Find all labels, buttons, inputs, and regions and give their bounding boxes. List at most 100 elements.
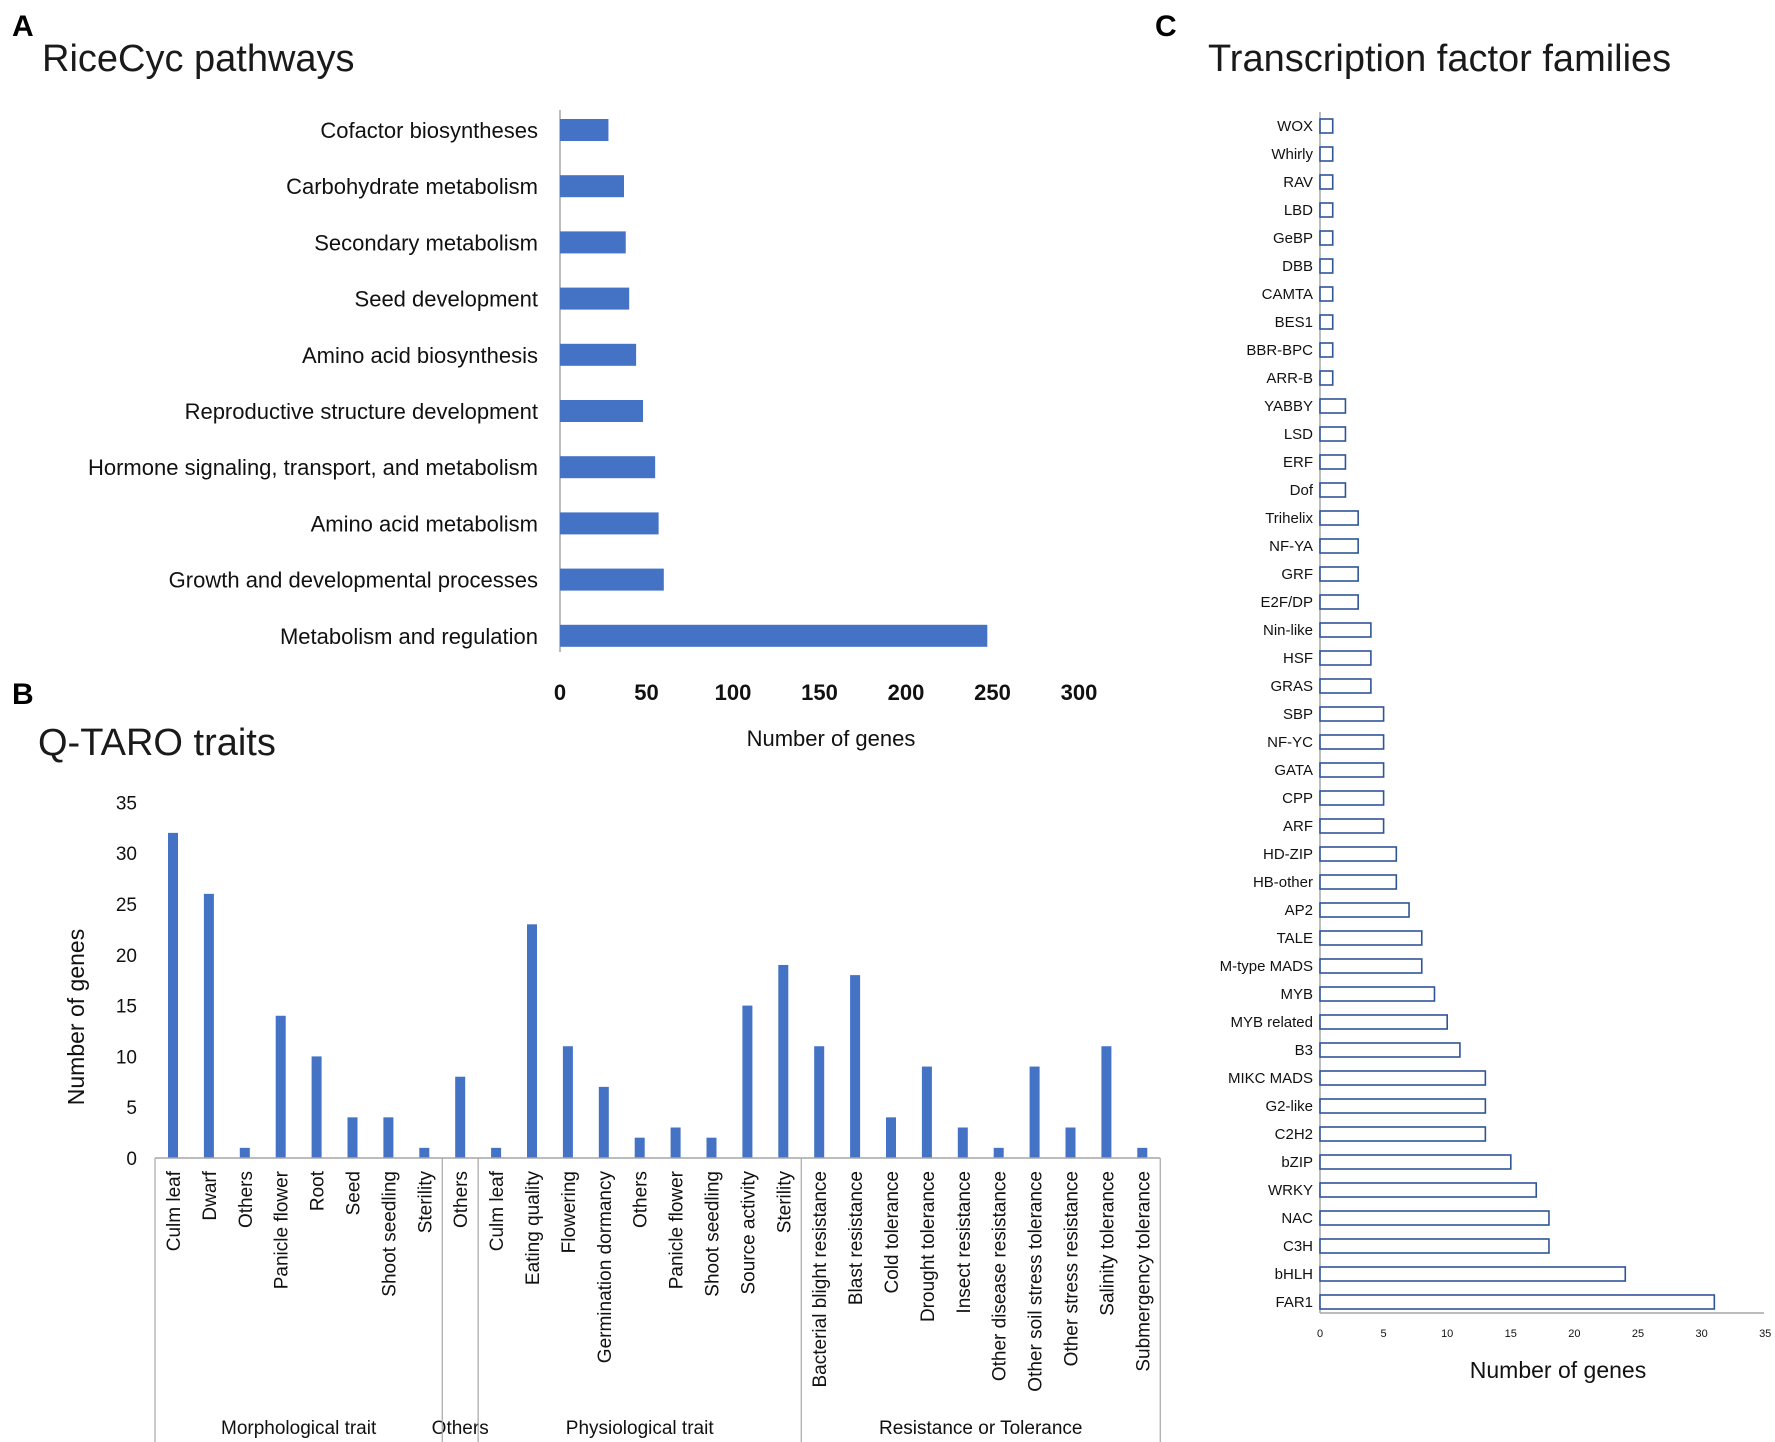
- category-label-b-25: Other stress resistance: [1062, 1171, 1083, 1366]
- panel-c-category-labels: WOX Whirly RAV LBD GeBP DBB CAMTA BES1 BBR-BPC AR…: [1220, 118, 1314, 1311]
- category-label-b-3: Panicle flower: [272, 1170, 293, 1289]
- category-label-c-40: C3H: [1283, 1238, 1313, 1255]
- category-label-c-25: ARF: [1283, 818, 1313, 835]
- category-label-c-6: CAMTA: [1262, 286, 1313, 303]
- bar-a-5: [560, 400, 644, 422]
- bar-c-0: [1319, 118, 1334, 134]
- panel-b-y-ticks: 0 5 10 15 20 25 30 35: [116, 793, 137, 1170]
- bar-b-18: [814, 1046, 825, 1158]
- panel-a-bars: [560, 119, 988, 647]
- category-label-c-32: MYB related: [1230, 1014, 1313, 1031]
- category-label-b-0: Culm leaf: [164, 1170, 185, 1251]
- bar-b-12: [598, 1086, 609, 1158]
- category-label-b-23: Other disease resistance: [990, 1171, 1011, 1381]
- panel-c-letter: C: [1155, 10, 1177, 43]
- category-label-b-26: Salinity tolerance: [1097, 1171, 1118, 1316]
- category-label-c-14: Trihelix: [1265, 510, 1313, 527]
- category-label-a-8: Growth and developmental processes: [169, 568, 538, 593]
- tick-label-b-4: 20: [116, 946, 137, 967]
- bar-a-4: [560, 343, 637, 366]
- group-label-b-0: Morphological trait: [221, 1418, 377, 1439]
- bar-c-27: [1319, 874, 1398, 890]
- bar-c-20: [1319, 678, 1372, 694]
- category-label-b-6: Shoot seedling: [379, 1171, 400, 1297]
- bar-b-14: [670, 1127, 681, 1158]
- category-label-c-29: TALE: [1277, 930, 1313, 947]
- bar-c-4: [1319, 230, 1334, 246]
- category-label-b-27: Submergency tolerance: [1133, 1171, 1154, 1372]
- bar-c-5: [1319, 258, 1334, 274]
- bar-c-26: [1319, 846, 1398, 862]
- bar-c-11: [1319, 426, 1347, 442]
- bar-b-24: [1029, 1066, 1040, 1158]
- bar-b-20: [886, 1117, 896, 1158]
- panel-b-axis-lines: [154, 1157, 1161, 1442]
- category-label-b-18: Bacterial blight resistance: [810, 1171, 831, 1388]
- panel-a-x-ticks: 0 50 100 150 200 250 300: [554, 680, 1097, 705]
- category-label-c-9: ARR-B: [1266, 370, 1313, 387]
- bar-b-5: [347, 1117, 358, 1158]
- bar-c-39: [1319, 1210, 1550, 1226]
- category-label-c-39: NAC: [1281, 1210, 1313, 1227]
- category-label-c-27: HB-other: [1253, 874, 1313, 891]
- panel-a-letter: A: [12, 10, 34, 43]
- category-label-c-3: LBD: [1284, 202, 1313, 219]
- category-label-b-20: Cold tolerance: [882, 1171, 903, 1294]
- bar-c-6: [1319, 286, 1334, 302]
- category-label-c-42: FAR1: [1275, 1294, 1313, 1311]
- bar-b-26: [1101, 1046, 1112, 1158]
- group-label-b-3: Resistance or Tolerance: [879, 1418, 1082, 1439]
- category-label-c-8: BBR-BPC: [1246, 342, 1313, 359]
- bar-c-16: [1319, 566, 1359, 582]
- category-label-a-0: Cofactor biosyntheses: [320, 118, 538, 143]
- category-label-c-11: LSD: [1284, 426, 1313, 443]
- bar-c-13: [1319, 482, 1347, 498]
- bar-b-0: [168, 832, 178, 1158]
- category-label-c-1: Whirly: [1271, 146, 1313, 163]
- category-label-a-3: Seed development: [355, 287, 538, 312]
- bar-c-12: [1319, 454, 1347, 470]
- panel-b-bars: [168, 832, 1148, 1158]
- panel-a-title: RiceCyc pathways: [42, 38, 355, 80]
- tick-label-c-1: 5: [1381, 1328, 1387, 1340]
- category-label-c-31: MYB: [1280, 986, 1313, 1003]
- bar-c-30: [1319, 958, 1423, 974]
- category-label-c-41: bHLH: [1275, 1266, 1313, 1283]
- category-label-b-5: Seed: [344, 1171, 365, 1215]
- category-label-c-21: SBP: [1283, 706, 1313, 723]
- category-label-c-23: GATA: [1274, 762, 1313, 779]
- bar-b-10: [527, 924, 537, 1158]
- category-label-a-2: Secondary metabolism: [314, 230, 538, 255]
- bar-c-41: [1319, 1266, 1627, 1282]
- bar-c-35: [1319, 1098, 1487, 1114]
- category-label-c-4: GeBP: [1273, 230, 1313, 247]
- tick-label-a-0: 0: [554, 680, 566, 705]
- bar-c-23: [1319, 762, 1385, 778]
- bar-c-37: [1319, 1154, 1512, 1170]
- bar-a-3: [560, 287, 630, 310]
- bar-c-33: [1319, 1042, 1461, 1058]
- category-label-b-1: Dwarf: [200, 1170, 221, 1220]
- category-label-b-17: Sterility: [774, 1171, 795, 1234]
- category-label-b-8: Others: [451, 1171, 472, 1228]
- panel-c-x-ticks: 0 5 10 15 20 25 30 35: [1317, 1328, 1771, 1340]
- category-label-c-15: NF-YA: [1269, 538, 1313, 555]
- bar-c-28: [1319, 902, 1410, 918]
- category-label-c-18: Nin-like: [1263, 622, 1313, 639]
- bar-c-32: [1319, 1014, 1448, 1030]
- tick-label-c-7: 35: [1759, 1328, 1771, 1340]
- category-label-c-20: GRAS: [1270, 678, 1313, 695]
- category-label-c-7: BES1: [1275, 314, 1313, 331]
- category-label-c-22: NF-YC: [1267, 734, 1313, 751]
- bar-a-2: [560, 231, 626, 254]
- tick-label-c-2: 10: [1441, 1328, 1453, 1340]
- category-label-c-12: ERF: [1283, 454, 1313, 471]
- bar-c-18: [1319, 622, 1372, 638]
- bar-b-13: [634, 1137, 645, 1158]
- bar-b-23: [993, 1147, 1004, 1158]
- bar-b-25: [1065, 1127, 1076, 1158]
- bar-b-6: [383, 1117, 394, 1158]
- panel-a-ricecyc-chart: A RiceCyc pathways Cofactor biosyntheses…: [12, 10, 1097, 751]
- panel-c-bars: [1319, 118, 1716, 1310]
- panel-b-title: Q-TARO traits: [38, 722, 276, 764]
